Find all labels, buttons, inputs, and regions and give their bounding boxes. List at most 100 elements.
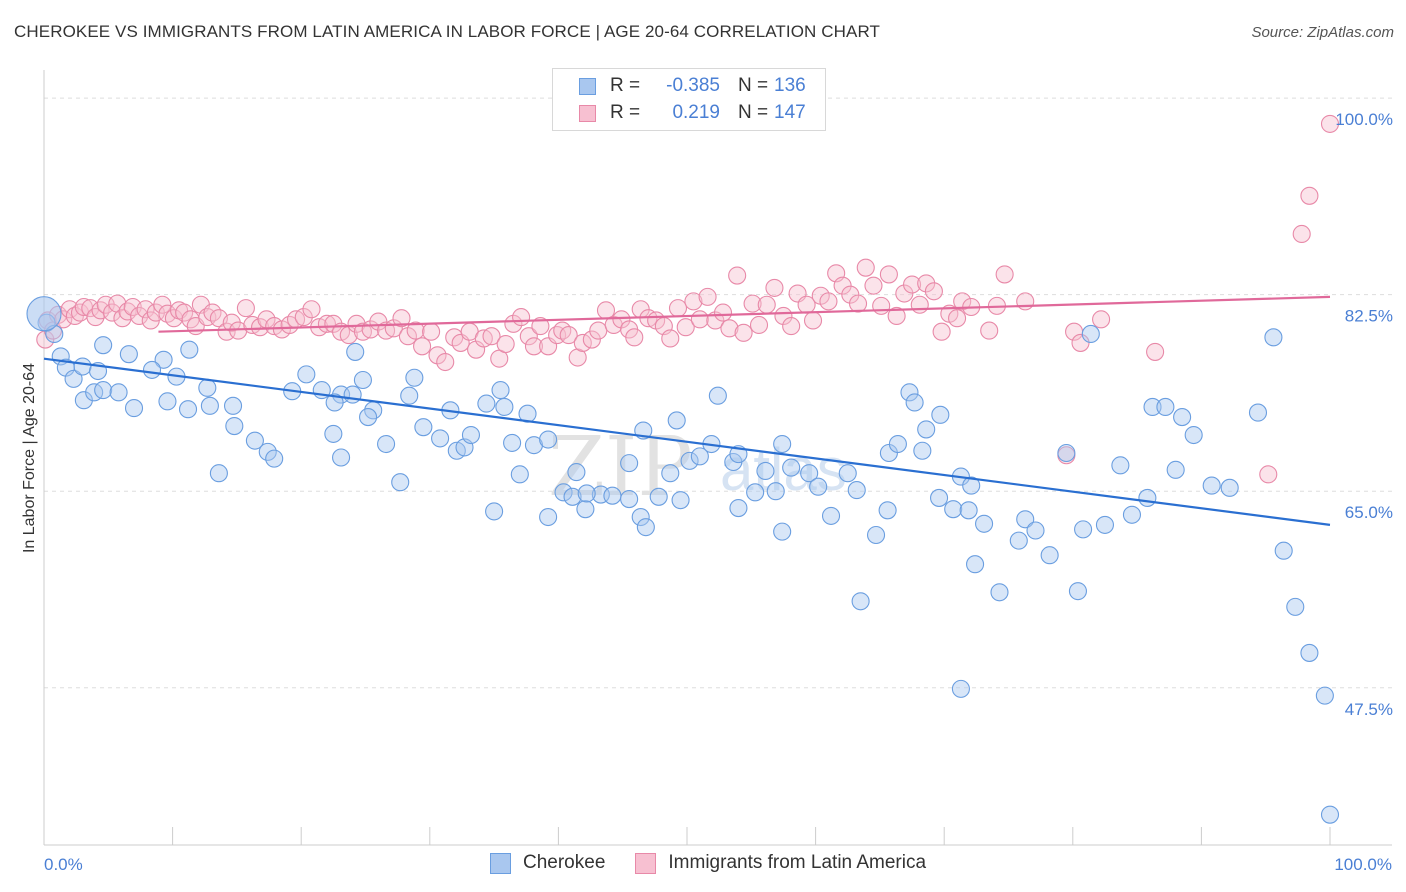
legend-swatch-cherokee — [490, 852, 511, 874]
legend-swatch-cherokee — [579, 77, 596, 95]
latin-point — [392, 309, 411, 328]
latin-point — [734, 323, 753, 342]
cherokee-point — [631, 507, 650, 527]
cherokee-point — [400, 386, 419, 405]
source-label: Source: ZipAtlas.com — [1251, 24, 1394, 41]
cherokee-point — [1300, 643, 1319, 662]
cherokee-point — [495, 397, 514, 417]
cherokee-point — [1220, 478, 1239, 497]
chart-title: CHEROKEE VS IMMIGRANTS FROM LATIN AMERIC… — [14, 22, 881, 41]
latin-point — [690, 310, 709, 329]
cherokee-point — [1173, 408, 1192, 427]
latin-point — [864, 276, 883, 295]
axes — [43, 70, 1392, 846]
cherokee-point — [975, 514, 994, 533]
series-legend: Cherokee Immigrants from Latin America — [490, 852, 956, 874]
tick-labels: 47.5% 65.0% 82.5% 100.0% 0.0% 100.0% — [44, 110, 1393, 874]
cherokee-point — [944, 500, 963, 519]
latin-point — [496, 335, 515, 354]
legend-n-value-latin: 147 — [774, 102, 806, 123]
x-tick-label-max: 100.0% — [1334, 855, 1392, 874]
y-axis-label: In Labor Force | Age 20-64 — [21, 363, 38, 553]
latin-point — [406, 321, 425, 340]
cherokee-point — [847, 481, 866, 500]
latin-point — [153, 295, 172, 314]
cherokee-point — [966, 555, 985, 574]
latin-point — [774, 306, 793, 326]
latin-point — [932, 322, 951, 341]
cherokee-point — [746, 483, 765, 502]
cherokee-point — [1202, 476, 1221, 495]
latin-point — [848, 294, 868, 313]
latin-point — [948, 309, 967, 328]
latin-point — [924, 282, 943, 301]
cherokee-point — [576, 500, 595, 519]
cherokee-point — [667, 411, 686, 430]
cherokee-point — [94, 336, 113, 355]
cherokee-point — [377, 434, 396, 454]
latin-point — [1071, 333, 1090, 352]
latin-point — [413, 337, 432, 356]
cherokee-point — [620, 490, 639, 509]
cherokee-point — [1026, 521, 1045, 540]
legend-r-label: R = — [610, 102, 641, 123]
latin-point — [512, 308, 531, 327]
legend-label-cherokee: Cherokee — [523, 852, 606, 873]
y-tick-label: 65.0% — [1345, 503, 1393, 522]
cherokee-point — [563, 487, 582, 506]
cherokee-point — [245, 431, 264, 450]
latin-point — [1320, 114, 1340, 133]
cherokee-point — [917, 420, 936, 439]
latin-point — [728, 266, 747, 285]
legend-n-value-cherokee: 136 — [774, 75, 806, 96]
latin-point — [612, 310, 631, 329]
latin-point — [749, 315, 769, 335]
cherokee-point — [1248, 403, 1268, 422]
latin-point — [324, 314, 343, 333]
correlation-legend: R = -0.385 N = 136 R = 0.219 N = 147 — [552, 68, 826, 131]
x-tick-label-min: 0.0% — [44, 855, 83, 874]
latin-point — [856, 258, 875, 277]
latin-point — [1292, 224, 1311, 244]
cherokee-point — [888, 434, 907, 454]
legend-row-cherokee: R = -0.385 N = 136 — [579, 74, 806, 98]
cherokee-point — [1264, 328, 1283, 347]
cherokee-point — [959, 501, 978, 520]
cherokee-point — [773, 434, 792, 454]
cherokee-point — [1074, 520, 1093, 539]
legend-r-value-cherokee: -0.385 — [666, 75, 720, 96]
latin-point — [713, 303, 733, 322]
latin-points — [36, 114, 1340, 484]
latin-point — [175, 303, 194, 322]
cherokee-point — [756, 461, 775, 481]
cherokee-point — [1122, 505, 1142, 524]
legend-item-cherokee: Cherokee — [490, 852, 605, 874]
y-tick-label: 82.5% — [1345, 307, 1393, 326]
cherokee-point — [477, 394, 496, 413]
cherokee-point — [353, 370, 372, 390]
cherokee-point — [209, 464, 228, 483]
cherokee-point — [539, 507, 558, 527]
trend-lines — [43, 295, 1331, 526]
latin-point — [436, 352, 455, 372]
legend-swatch-latin — [635, 852, 657, 874]
cherokee-point — [359, 408, 378, 427]
cherokee-point — [1286, 597, 1305, 616]
latin-point — [582, 330, 601, 349]
latin-point — [217, 322, 236, 341]
cherokee-point — [64, 369, 83, 388]
cherokee-point — [690, 447, 709, 466]
latin-point — [589, 321, 608, 340]
cherokee-point — [225, 417, 244, 436]
latin-point — [422, 322, 441, 341]
cherokee-point — [671, 491, 690, 510]
cherokee-point — [73, 357, 92, 376]
cherokee-point — [265, 449, 284, 468]
cherokee-trend-line — [43, 357, 1331, 526]
latin-point — [668, 299, 688, 318]
cherokee-point — [297, 365, 316, 384]
cherokee-point — [1156, 397, 1175, 417]
cherokee-point — [821, 506, 841, 525]
cherokee-point — [800, 464, 819, 483]
